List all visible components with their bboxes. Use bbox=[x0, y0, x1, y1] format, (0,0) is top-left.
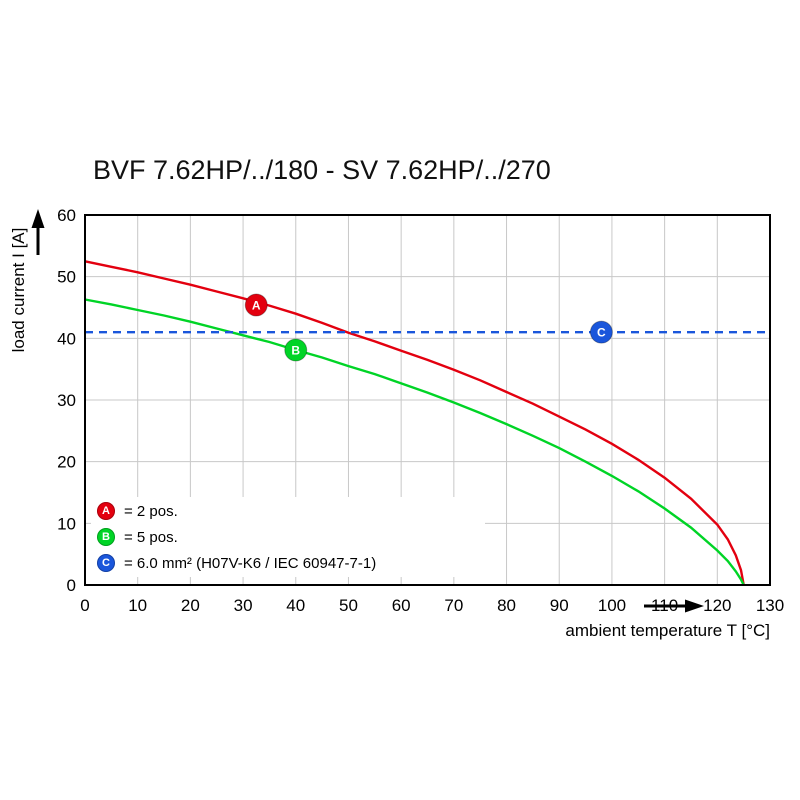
y-axis-arrow-head-icon bbox=[31, 209, 45, 228]
curve-marker-letter-c: C bbox=[597, 326, 606, 340]
page-title: BVF 7.62HP/../180 - SV 7.62HP/../270 bbox=[93, 155, 551, 185]
x-axis-label: ambient temperature T [°C] bbox=[565, 621, 770, 640]
series-c-marker-icon: C bbox=[97, 554, 115, 572]
legend-label-a: = 2 pos. bbox=[124, 502, 178, 520]
y-tick-label: 20 bbox=[57, 453, 76, 472]
series-curve-a bbox=[84, 260, 745, 586]
curve-marker-letter-b: B bbox=[291, 344, 300, 358]
y-tick-label: 60 bbox=[57, 206, 76, 225]
legend-label-c: = 6.0 mm² (H07V-K6 / IEC 60947-7-1) bbox=[124, 554, 377, 572]
y-axis-label: load current I [A] bbox=[9, 227, 28, 353]
series-curve-b bbox=[84, 298, 745, 586]
x-tick-label: 80 bbox=[497, 596, 516, 615]
x-tick-label: 70 bbox=[444, 596, 463, 615]
y-tick-label: 30 bbox=[57, 391, 76, 410]
series-b-marker-icon: B bbox=[97, 528, 115, 546]
x-tick-label: 90 bbox=[550, 596, 569, 615]
legend-label-b: = 5 pos. bbox=[124, 528, 178, 546]
x-tick-label: 120 bbox=[703, 596, 731, 615]
x-tick-label: 0 bbox=[80, 596, 89, 615]
x-tick-label: 40 bbox=[286, 596, 305, 615]
curve-marker-c bbox=[589, 320, 613, 344]
x-axis-arrow-head-icon bbox=[685, 599, 704, 613]
curve-marker-a bbox=[244, 293, 268, 317]
y-tick-label: 50 bbox=[57, 268, 76, 287]
x-tick-label: 50 bbox=[339, 596, 358, 615]
y-tick-label: 40 bbox=[57, 329, 76, 348]
y-tick-label: 0 bbox=[67, 576, 76, 595]
plot-border bbox=[84, 214, 771, 586]
curve-marker-letter-a: A bbox=[252, 299, 261, 313]
y-tick-label: 10 bbox=[57, 514, 76, 533]
legend-item-c: C = 6.0 mm² (H07V-K6 / IEC 60947-7-1) bbox=[97, 554, 479, 572]
x-tick-label: 30 bbox=[234, 596, 253, 615]
x-tick-label: 20 bbox=[181, 596, 200, 615]
x-tick-label: 10 bbox=[128, 596, 147, 615]
chart-legend: A = 2 pos. B = 5 pos. C = 6.0 mm² (H07V-… bbox=[91, 497, 485, 577]
x-tick-label: 130 bbox=[756, 596, 784, 615]
x-tick-label: 60 bbox=[392, 596, 411, 615]
x-tick-label: 100 bbox=[598, 596, 626, 615]
curve-marker-b bbox=[284, 338, 308, 362]
series-a-marker-icon: A bbox=[97, 502, 115, 520]
legend-item-a: A = 2 pos. bbox=[97, 502, 479, 520]
legend-item-b: B = 5 pos. bbox=[97, 528, 479, 546]
